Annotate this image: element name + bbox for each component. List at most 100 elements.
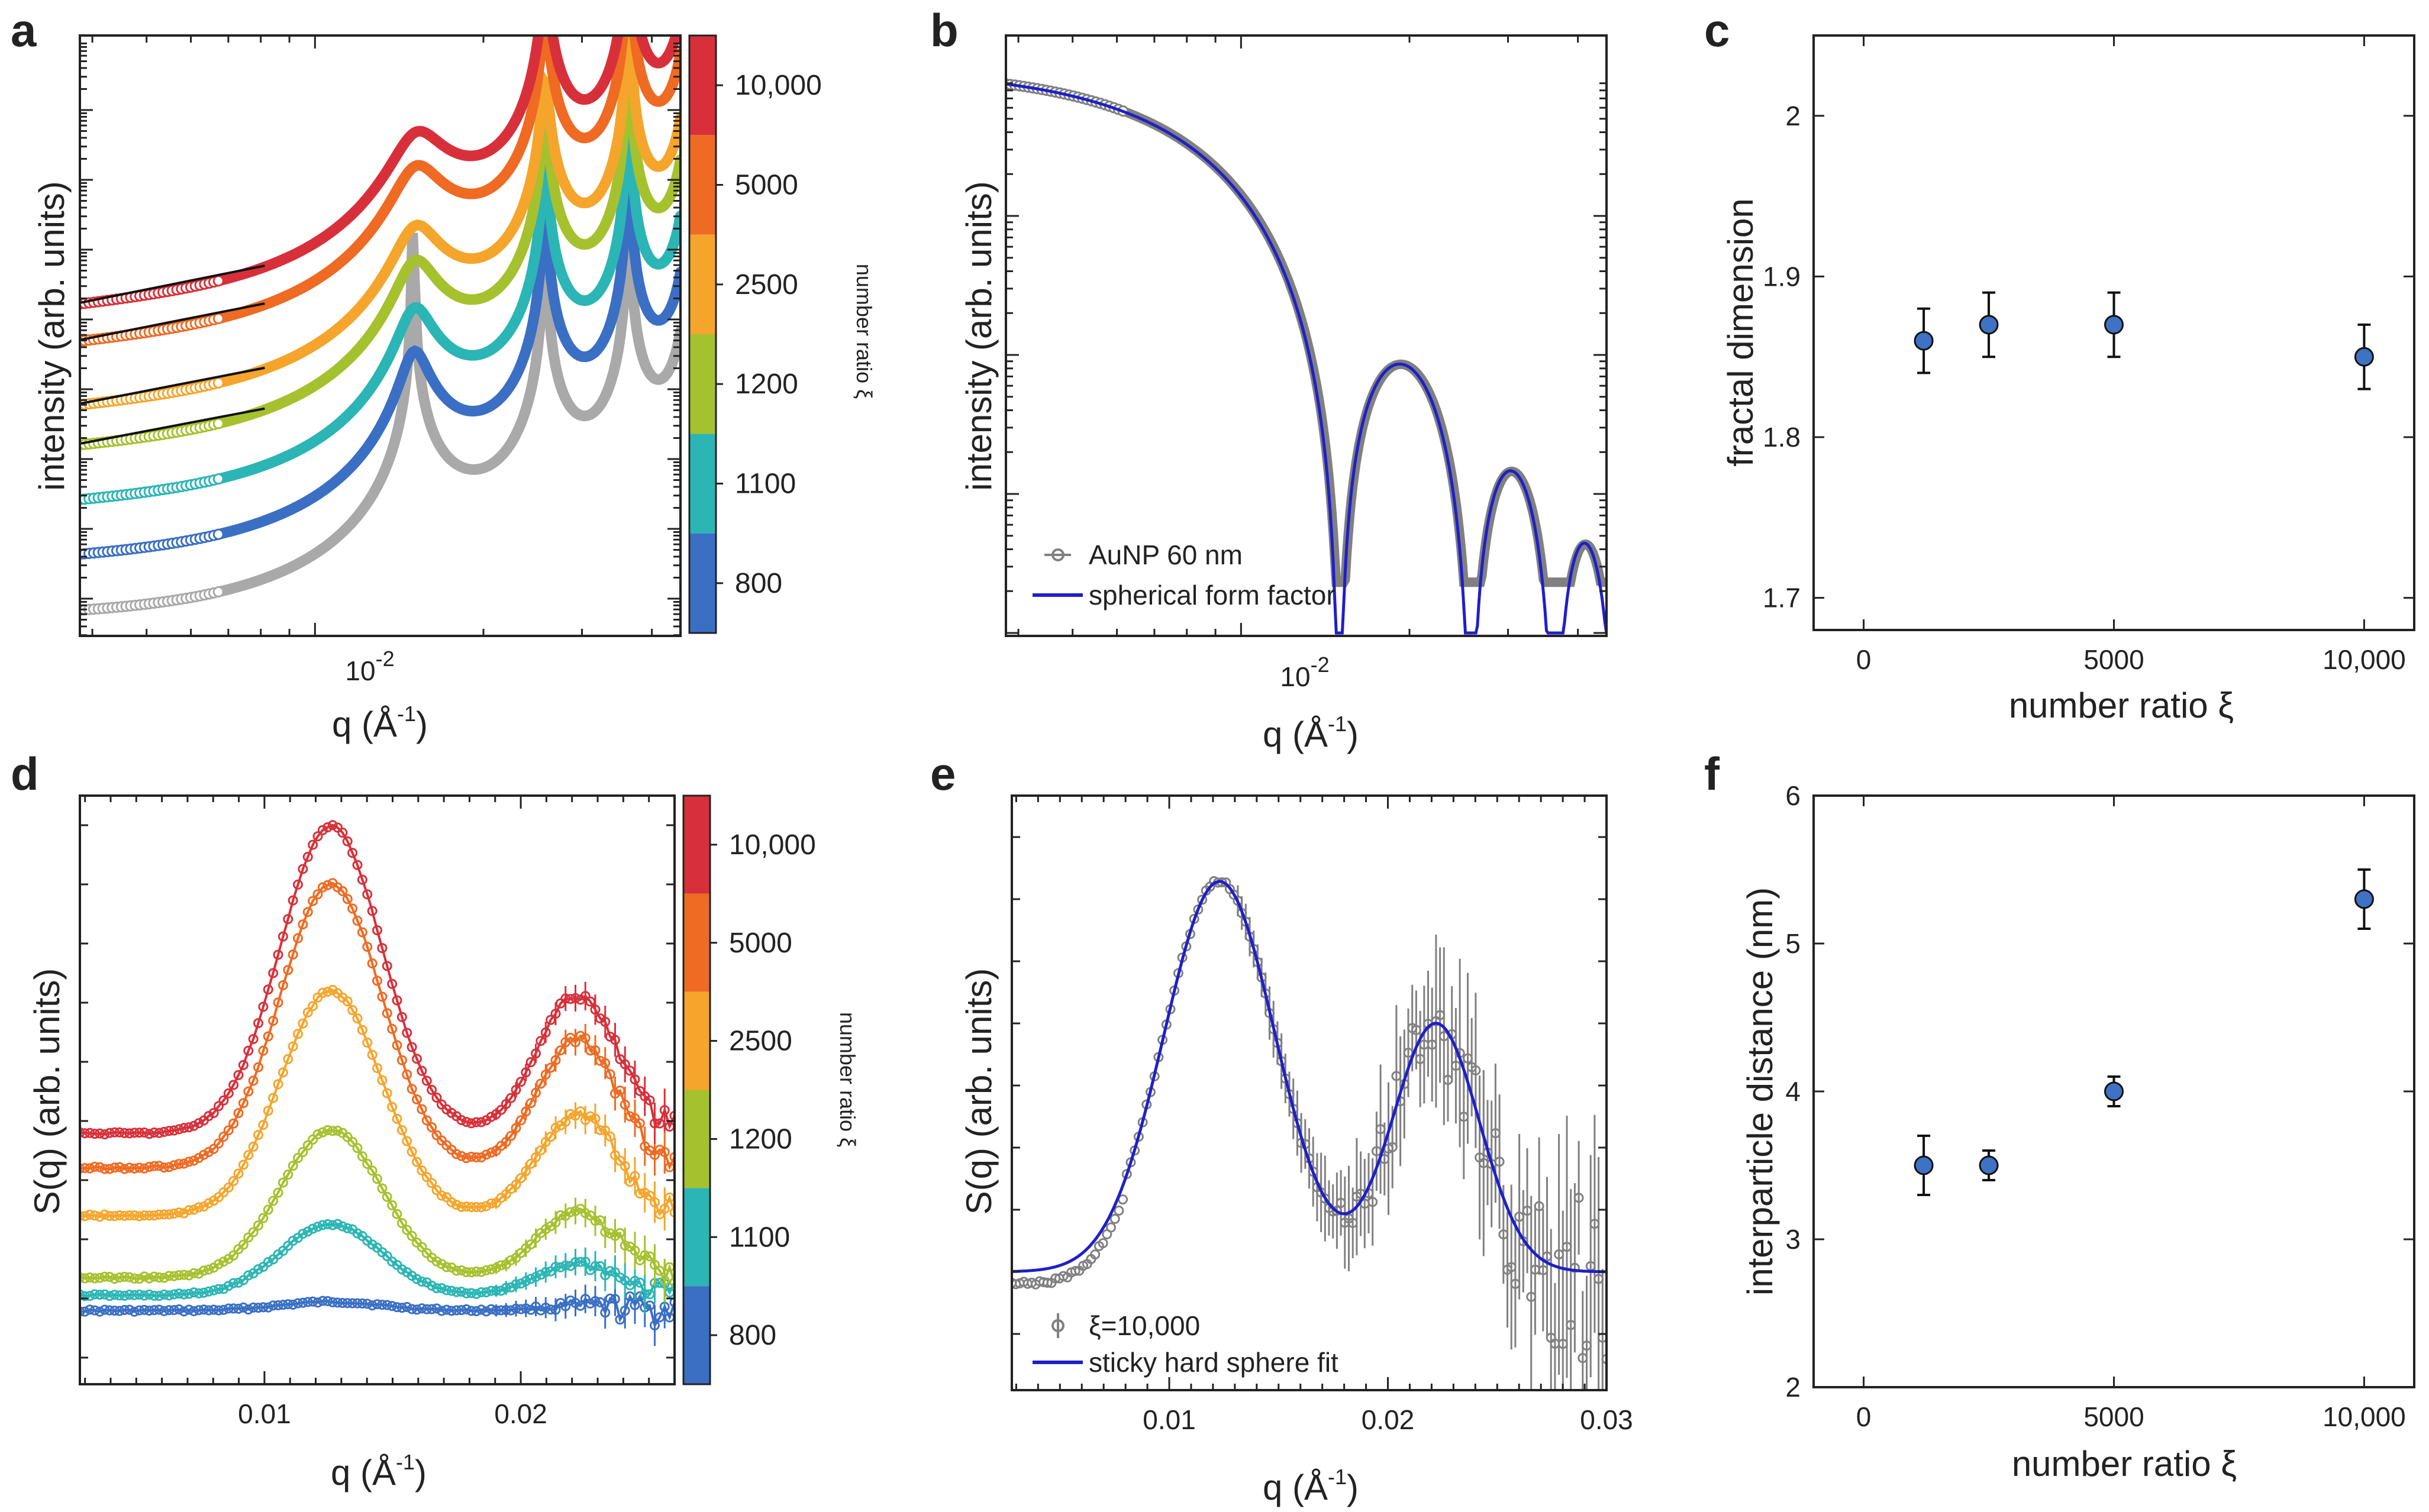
panel-d-marker: [417, 1242, 427, 1252]
panel-d-marker: [204, 1198, 214, 1209]
panel-label-e: e: [930, 748, 956, 800]
panel-d-marker: [669, 1277, 675, 1288]
panel-d-marker: [308, 839, 318, 850]
colorbar-a-tick-label-1: 5000: [735, 170, 798, 201]
panel-d-marker: [273, 1079, 283, 1090]
panel-d-marker: [456, 1114, 467, 1125]
panel-d-marker: [243, 1086, 254, 1097]
panel-d-marker: [189, 1120, 199, 1131]
panel-d-marker: [248, 1227, 259, 1238]
panel-c-xlabel: number ratio ξ: [2009, 686, 2234, 725]
colorbar-a-swatch-4: [689, 434, 716, 534]
panel-a-fractal-fit-line: [80, 264, 265, 304]
colorbar-a: 10,000 5000 2500 1200 1100 800 number ratio ξ: [688, 34, 876, 634]
panel-d-marker: [322, 822, 333, 832]
panel-f-point: [2354, 889, 2374, 909]
panel-d-marker: [238, 1098, 249, 1109]
panel-d-marker: [312, 831, 323, 842]
panel-d-marker: [198, 1149, 209, 1160]
panel-d-marker: [412, 1094, 422, 1105]
panel-d-marker: [288, 1161, 298, 1171]
panel-a: 10-2 q (Å-1) intensity (arb. units): [32, 34, 682, 744]
panel-d-marker: [253, 1018, 263, 1029]
colorbar-d-label: number ratio ξ: [836, 1012, 860, 1147]
panel-d-marker: [352, 915, 363, 926]
panel-d-marker: [288, 1236, 298, 1246]
panel-d-curve-1: [80, 1222, 675, 1298]
panel-d-marker: [308, 1134, 318, 1145]
panel-d-marker: [293, 1029, 303, 1039]
panel-f-xtick-label: 5000: [2083, 1401, 2144, 1432]
panel-d-marker: [669, 1152, 675, 1162]
colorbar-a-swatch-1: [689, 135, 716, 235]
panel-c-ytick-label: 1.7: [1763, 583, 1801, 613]
panel-d-marker: [204, 1111, 214, 1122]
panel-d-marker: [248, 1075, 259, 1086]
panel-f-ytick-label: 6: [1785, 780, 1801, 811]
colorbar-d-swatch-3: [683, 1090, 710, 1188]
panel-d-marker: [407, 1084, 417, 1094]
panel-d-marker: [263, 1031, 273, 1042]
panel-c-ytick-label: 2: [1785, 101, 1801, 131]
colorbar-a-tick-label-2: 2500: [735, 269, 798, 301]
panel-a-series-3: [80, 38, 680, 451]
panel-d-marker: [402, 1028, 412, 1038]
panel-d-marker: [387, 1023, 398, 1034]
legend-sticky-fit-label: sticky hard sphere fit: [1089, 1347, 1338, 1378]
panel-d-marker: [238, 1159, 249, 1170]
panel-d-marker: [263, 1106, 273, 1116]
panel-f-xtick-label: 0: [1856, 1401, 1872, 1432]
panel-e-marker: [1197, 894, 1208, 905]
colorbar-a-tick-label-0: 10,000: [735, 70, 822, 101]
panel-d-marker: [317, 882, 328, 893]
panel-c-xtick-label: 5000: [2083, 644, 2144, 675]
panel-d-marker: [288, 1041, 298, 1052]
panel-d-marker: [342, 894, 353, 904]
panel-d-marker: [293, 933, 303, 944]
panel-d-marker: [193, 1152, 204, 1163]
panel-label-d: d: [11, 748, 39, 800]
panel-d-xtick-label: 0.02: [494, 1398, 547, 1429]
panel-label-b: b: [930, 4, 959, 56]
legend-aunp-label: AuNP 60 nm: [1089, 539, 1243, 570]
panel-d-marker: [233, 1108, 244, 1119]
panel-e: 0.01 0.02 0.03 q (Å-1) S(q) (arb. units) ξ…: [959, 794, 1633, 1507]
panel-d-marker: [357, 1025, 367, 1035]
panel-d-marker: [456, 1151, 467, 1161]
colorbar-d-tick-label-2: 2500: [729, 1026, 792, 1057]
panel-e-marker: [1114, 1205, 1124, 1216]
panel-d-marker: [669, 1110, 675, 1121]
panel-b-ylabel: intensity (arb. units): [959, 181, 999, 491]
panel-a-series-5: [80, 35, 680, 347]
panel-d-marker: [278, 1067, 288, 1078]
panel-b: 10-2 q (Å-1) intensity (arb. units) AuNP…: [959, 34, 1608, 754]
panel-d-marker: [342, 836, 353, 847]
colorbar-a-tick-label-3: 1200: [735, 369, 798, 400]
panel-d-marker: [357, 1151, 367, 1162]
panel-d-marker: [506, 1093, 517, 1103]
panel-d-marker: [396, 1055, 407, 1065]
panel-f: 0 5000 10,000 2 3 4 5 6 number ratio ξ interpar…: [1740, 780, 2415, 1484]
panel-d-marker: [298, 1018, 308, 1029]
panel-d-marker: [233, 1070, 244, 1080]
panel-d-marker: [278, 1245, 288, 1256]
panel-d-marker: [317, 1127, 328, 1138]
panel-c-ytick-label: 1.9: [1763, 261, 1801, 292]
panel-d-marker: [367, 1239, 378, 1250]
colorbar-d-swatch-4: [683, 1188, 710, 1287]
colorbar-d-swatch-5: [683, 1286, 710, 1384]
panel-d-marker: [233, 1168, 244, 1179]
panel-d-ylabel: S(q) (arb. units): [27, 968, 67, 1215]
panel-e-marker: [1098, 1238, 1108, 1249]
panel-d-marker: [427, 1084, 437, 1095]
panel-e-data: [1012, 876, 1607, 1390]
panel-a-curve-6: [80, 35, 680, 309]
panel-d-marker: [431, 1130, 442, 1141]
panel-d-marker: [308, 1001, 318, 1012]
panel-d-marker: [298, 1229, 308, 1239]
panel-e-axes-box: [1011, 794, 1608, 1391]
panel-a-marker: [212, 418, 224, 429]
colorbar-d-swatch-1: [683, 893, 710, 992]
panel-label-f: f: [1704, 748, 1720, 800]
